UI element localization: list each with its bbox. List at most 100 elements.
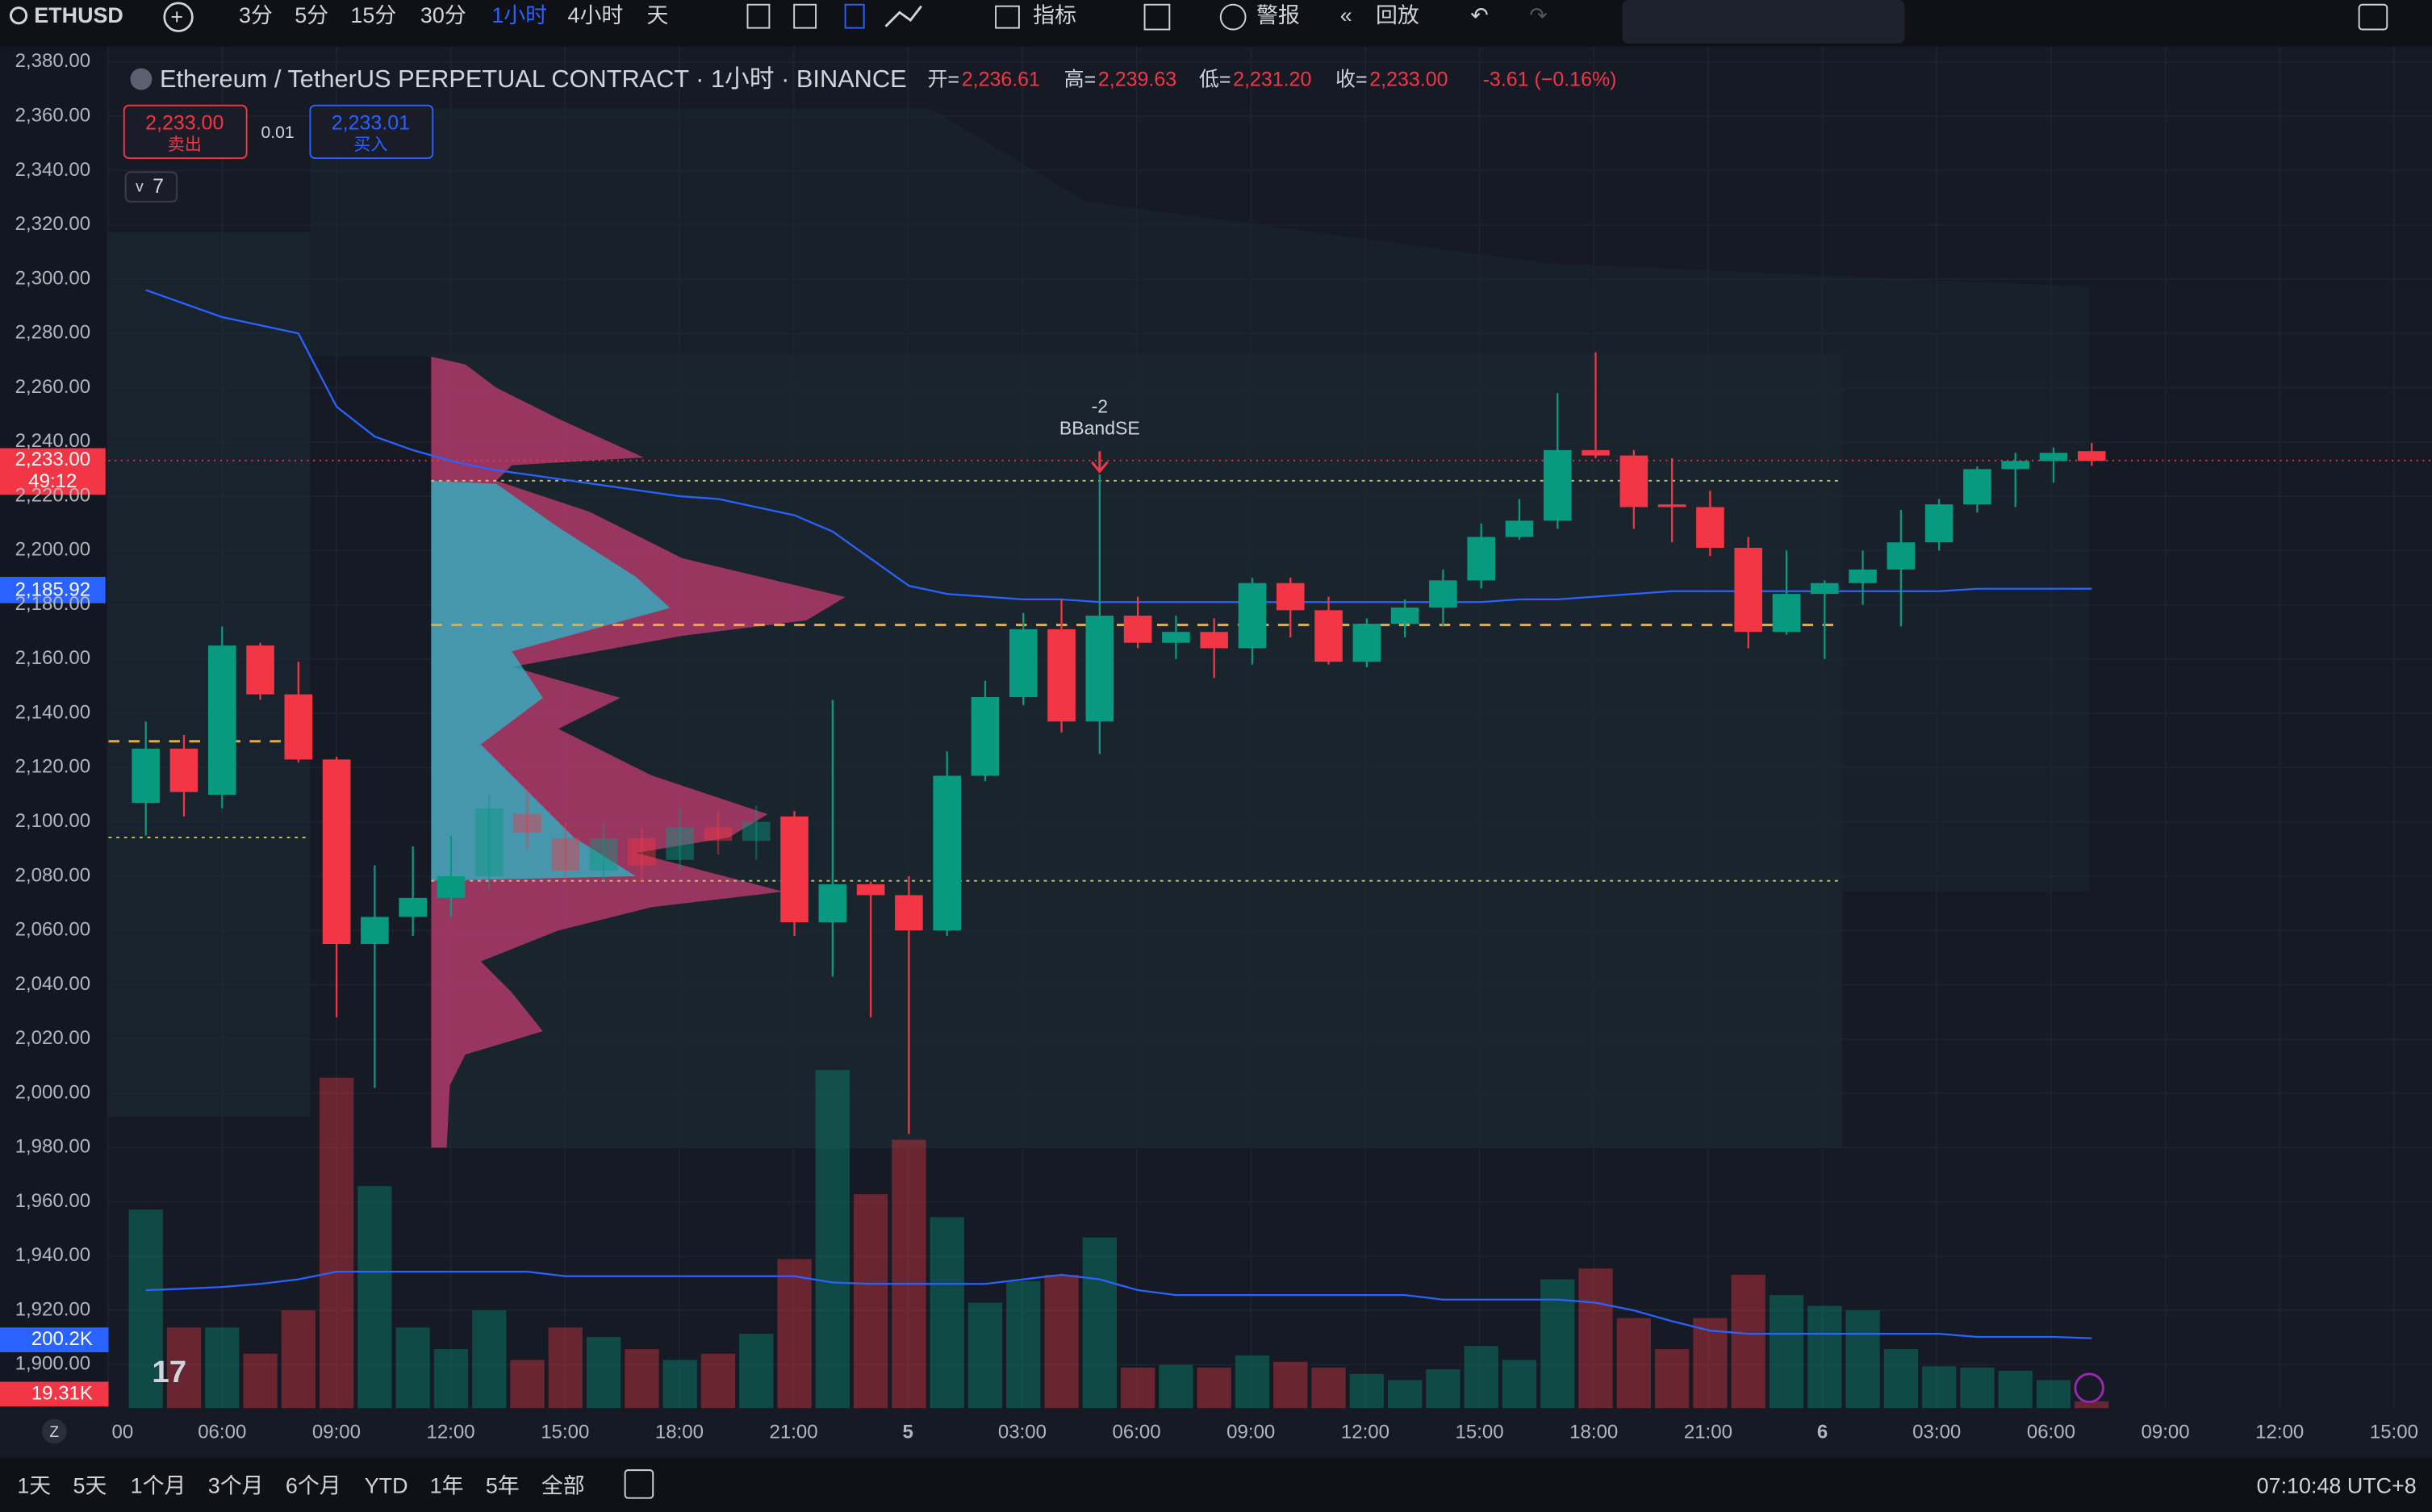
range-button[interactable]: 全部: [541, 1473, 585, 1497]
volume-bar: [1883, 1349, 1918, 1409]
order-panel: 2,233.00 卖出 0.01 2,233.01 买入 7 v: [123, 104, 434, 203]
interval-active[interactable]: 1小时: [491, 3, 547, 27]
alert-icon: [1219, 3, 1247, 31]
candle-body: [1657, 504, 1686, 507]
y-tick-label: 2,240.00: [15, 430, 90, 452]
volume-bar: [1235, 1355, 1270, 1409]
candle-body: [1352, 624, 1381, 662]
candle-body: [1162, 632, 1190, 643]
range-button[interactable]: 5天: [73, 1473, 107, 1497]
candle-body: [1734, 547, 1762, 633]
range-button[interactable]: 1个月: [131, 1473, 186, 1497]
volume-bar: [205, 1327, 240, 1409]
range-button[interactable]: 5年: [486, 1473, 520, 1497]
buy-label: 买入: [353, 136, 387, 154]
x-tick-label: 06:00: [1113, 1421, 1161, 1443]
volume-value: 19.31K: [31, 1382, 93, 1404]
line-style[interactable]: [884, 5, 922, 27]
volume-bar: [777, 1259, 812, 1409]
y-tick-label: 2,140.00: [15, 701, 90, 723]
add-symbol[interactable]: [163, 2, 194, 32]
volume-bar: [243, 1353, 278, 1409]
volume-bar: [625, 1349, 659, 1409]
replay[interactable]: 回放: [1376, 3, 1419, 27]
candle-body: [895, 895, 923, 931]
volume-bar: [472, 1310, 507, 1409]
y-tick-label: 1,920.00: [15, 1298, 90, 1320]
x-tick-label: 18:00: [1569, 1421, 1618, 1443]
candle-body: [933, 775, 961, 931]
redo[interactable]: ↷: [1529, 3, 1548, 27]
indicators[interactable]: 指标: [1033, 3, 1076, 27]
candle-body: [780, 816, 809, 923]
undo[interactable]: ↶: [1470, 3, 1489, 27]
sell-button[interactable]: [123, 104, 248, 160]
chevron: v: [136, 179, 144, 196]
range-button[interactable]: 1年: [430, 1473, 464, 1497]
bar-style[interactable]: [793, 3, 817, 29]
candle-body: [2039, 453, 2068, 462]
price-axis: [0, 46, 109, 1409]
bar-style[interactable]: [746, 3, 771, 29]
volume-bar: [319, 1077, 354, 1409]
strategy-signal: -2 BBandSE: [1059, 396, 1140, 474]
zoom-button[interactable]: [41, 1418, 67, 1444]
legend-label: 收=: [1335, 69, 1368, 91]
candle-body: [513, 813, 541, 833]
fullscreen[interactable]: [2358, 3, 2388, 31]
layouts[interactable]: [1143, 3, 1171, 31]
goto-date[interactable]: [624, 1469, 654, 1499]
interval[interactable]: 5分: [295, 3, 328, 27]
x-tick-label: 03:00: [998, 1421, 1047, 1443]
volume-bar: [586, 1337, 621, 1409]
range-button[interactable]: 6个月: [286, 1473, 341, 1497]
alert[interactable]: 警报: [1256, 3, 1300, 27]
volume-bar: [1769, 1295, 1804, 1409]
candle-body: [971, 696, 1000, 776]
candle-body: [1429, 580, 1457, 608]
legend-value: 2,231.20: [1233, 69, 1311, 91]
search-icon[interactable]: [9, 6, 28, 25]
indicators-toggle[interactable]: [124, 171, 178, 203]
candle-body: [856, 884, 885, 896]
sell-price: 2,233.00: [145, 111, 224, 134]
interval[interactable]: 30分: [420, 3, 466, 27]
candle-body: [742, 821, 771, 842]
range-button[interactable]: 1天: [17, 1473, 51, 1497]
volume-bar: [128, 1209, 163, 1409]
range-button[interactable]: YTD: [365, 1473, 408, 1497]
legend-label: 低=: [1199, 69, 1231, 91]
y-tick-label: 2,200.00: [15, 539, 90, 561]
y-tick-label: 2,180.00: [15, 593, 90, 615]
volume-bar: [1654, 1349, 1690, 1409]
y-tick-label: 2,260.00: [15, 376, 90, 398]
volume-ma-value: 200.2K: [31, 1328, 93, 1350]
y-tick-label: 1,960.00: [15, 1190, 90, 1212]
candle-style[interactable]: [844, 3, 865, 29]
volume-ma-line: [145, 1270, 2092, 1339]
volume-bar: [1807, 1305, 1842, 1409]
candle-body: [589, 837, 618, 871]
symbol[interactable]: ETHUSD: [34, 3, 123, 27]
interval[interactable]: 4小时: [568, 3, 624, 27]
interval[interactable]: 15分: [350, 3, 396, 27]
volume-bar: [1502, 1360, 1537, 1409]
interval[interactable]: 3分: [239, 3, 273, 27]
y-tick-label: 2,060.00: [15, 919, 90, 941]
candle-body: [207, 645, 236, 796]
ma-badge: [0, 577, 106, 604]
x-tick-label: 21:00: [770, 1421, 818, 1443]
volume-ma-badge: [0, 1327, 109, 1353]
legend-value: 2,233.00: [1369, 69, 1448, 91]
range-button[interactable]: 3个月: [208, 1473, 264, 1497]
interval[interactable]: 天: [647, 3, 669, 27]
volume-bar: [967, 1302, 1003, 1409]
bolt-icon[interactable]: [2074, 1372, 2104, 1403]
x-tick-label: 15:00: [2370, 1421, 2418, 1443]
volume-bar: [892, 1139, 926, 1409]
x-tick-label: 00: [111, 1421, 133, 1443]
last-price: 2,233.00: [15, 449, 90, 470]
y-tick-label: 2,380.00: [15, 50, 90, 72]
buy-button[interactable]: [309, 104, 434, 160]
x-tick-label: 12:00: [2255, 1421, 2304, 1443]
